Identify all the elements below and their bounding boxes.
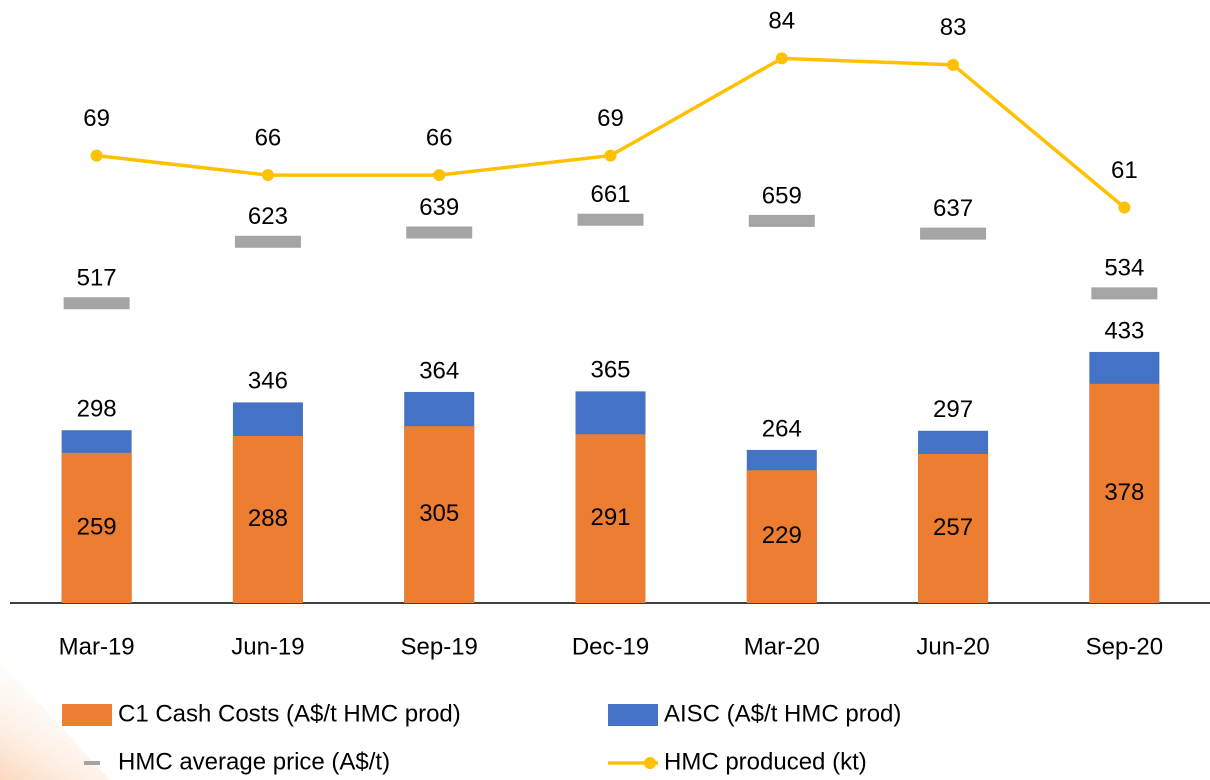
legend-swatch: [84, 761, 100, 765]
c1-bar: [232, 436, 303, 603]
c1-bar: [61, 452, 132, 603]
price-marker: [920, 227, 987, 240]
price-label: 517: [77, 265, 117, 292]
price-label: 659: [762, 182, 802, 209]
aisc-label: 346: [248, 368, 288, 395]
x-tick-label: Mar-20: [744, 633, 820, 660]
c1-bar: [575, 434, 646, 603]
legend-label: HMC average price (A$/t): [118, 748, 390, 775]
x-tick-label: Dec-19: [572, 633, 649, 660]
x-tick-label: Jun-20: [916, 633, 989, 660]
aisc-label: 433: [1104, 317, 1144, 344]
production-label: 66: [426, 124, 453, 151]
x-tick-label: Sep-20: [1086, 633, 1163, 660]
legend-label: HMC produced (kt): [664, 748, 867, 775]
aisc-label: 365: [590, 357, 630, 384]
c1-label: 305: [419, 500, 459, 527]
price-marker: [748, 214, 815, 227]
c1-label: 257: [933, 514, 973, 541]
c1-label: 229: [762, 522, 802, 549]
x-tick-label: Mar-19: [59, 633, 135, 660]
production-label: 66: [255, 124, 282, 151]
legend-swatch: [644, 757, 656, 769]
legend-label: AISC (A$/t HMC prod): [664, 700, 901, 727]
c1-bar: [918, 453, 989, 603]
legend-label: C1 Cash Costs (A$/t HMC prod): [118, 700, 461, 727]
production-point: [947, 58, 960, 71]
production-label: 61: [1111, 157, 1138, 184]
c1-bar: [746, 470, 817, 603]
background-accent: [0, 660, 110, 780]
price-marker: [1091, 287, 1158, 300]
c1-bar: [1089, 383, 1160, 603]
x-tick-label: Jun-19: [231, 633, 304, 660]
price-label: 637: [933, 195, 973, 222]
c1-label: 291: [590, 504, 630, 531]
production-point: [775, 52, 788, 65]
production-label: 83: [940, 14, 967, 41]
production-label: 84: [768, 8, 795, 35]
production-point: [604, 149, 617, 162]
aisc-label: 364: [419, 357, 459, 384]
price-label: 534: [1104, 255, 1144, 282]
price-marker: [577, 213, 644, 226]
price-label: 661: [590, 181, 630, 208]
c1-label: 378: [1104, 479, 1144, 506]
production-point: [90, 149, 103, 162]
price-label: 623: [248, 203, 288, 230]
c1-label: 259: [77, 513, 117, 540]
x-tick-label: Sep-19: [401, 633, 478, 660]
production-label: 69: [83, 105, 110, 132]
aisc-label: 264: [762, 415, 802, 442]
price-marker: [234, 235, 301, 248]
aisc-label: 298: [77, 396, 117, 423]
production-point: [1118, 201, 1131, 214]
price-marker: [63, 297, 130, 310]
aisc-label: 297: [933, 396, 973, 423]
price-marker: [406, 226, 473, 239]
legend-swatch: [608, 704, 658, 726]
production-label: 69: [597, 105, 624, 132]
production-point: [433, 169, 446, 182]
c1-bar: [404, 426, 475, 603]
c1-label: 288: [248, 505, 288, 532]
production-point: [261, 169, 274, 182]
price-label: 639: [419, 194, 459, 221]
legend-swatch: [62, 704, 112, 726]
